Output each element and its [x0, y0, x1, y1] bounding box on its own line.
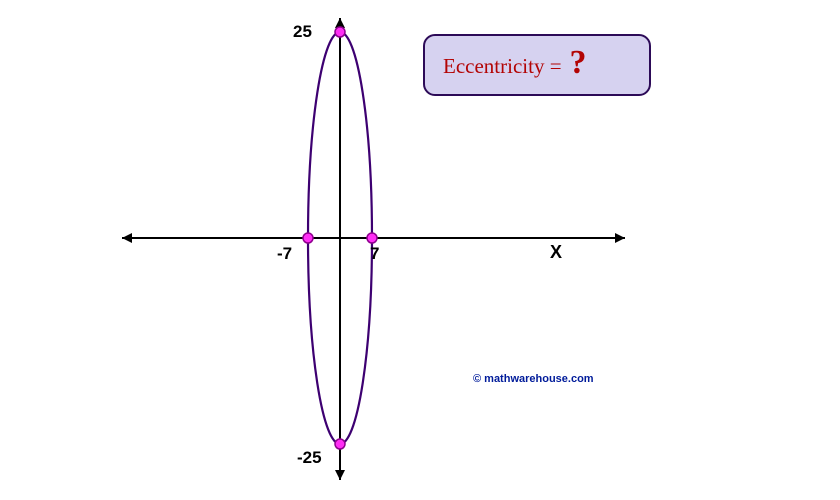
vertex-label-top: 25 [293, 22, 312, 42]
x-axis-label: X [550, 242, 562, 263]
figure-stage: 25 -25 -7 7 X Eccentricity = ? © mathwar… [0, 0, 840, 500]
attribution-text: © mathwarehouse.com [473, 373, 594, 385]
plot-svg [0, 0, 840, 500]
eccentricity-qmark: ? [570, 46, 587, 80]
eccentricity-box: Eccentricity = ? [423, 34, 651, 96]
vertex-label-left: -7 [277, 244, 292, 264]
vertex-label-bottom: -25 [297, 448, 322, 468]
eccentricity-word: Eccentricity = [443, 54, 562, 79]
vertex-label-right: 7 [370, 244, 379, 264]
